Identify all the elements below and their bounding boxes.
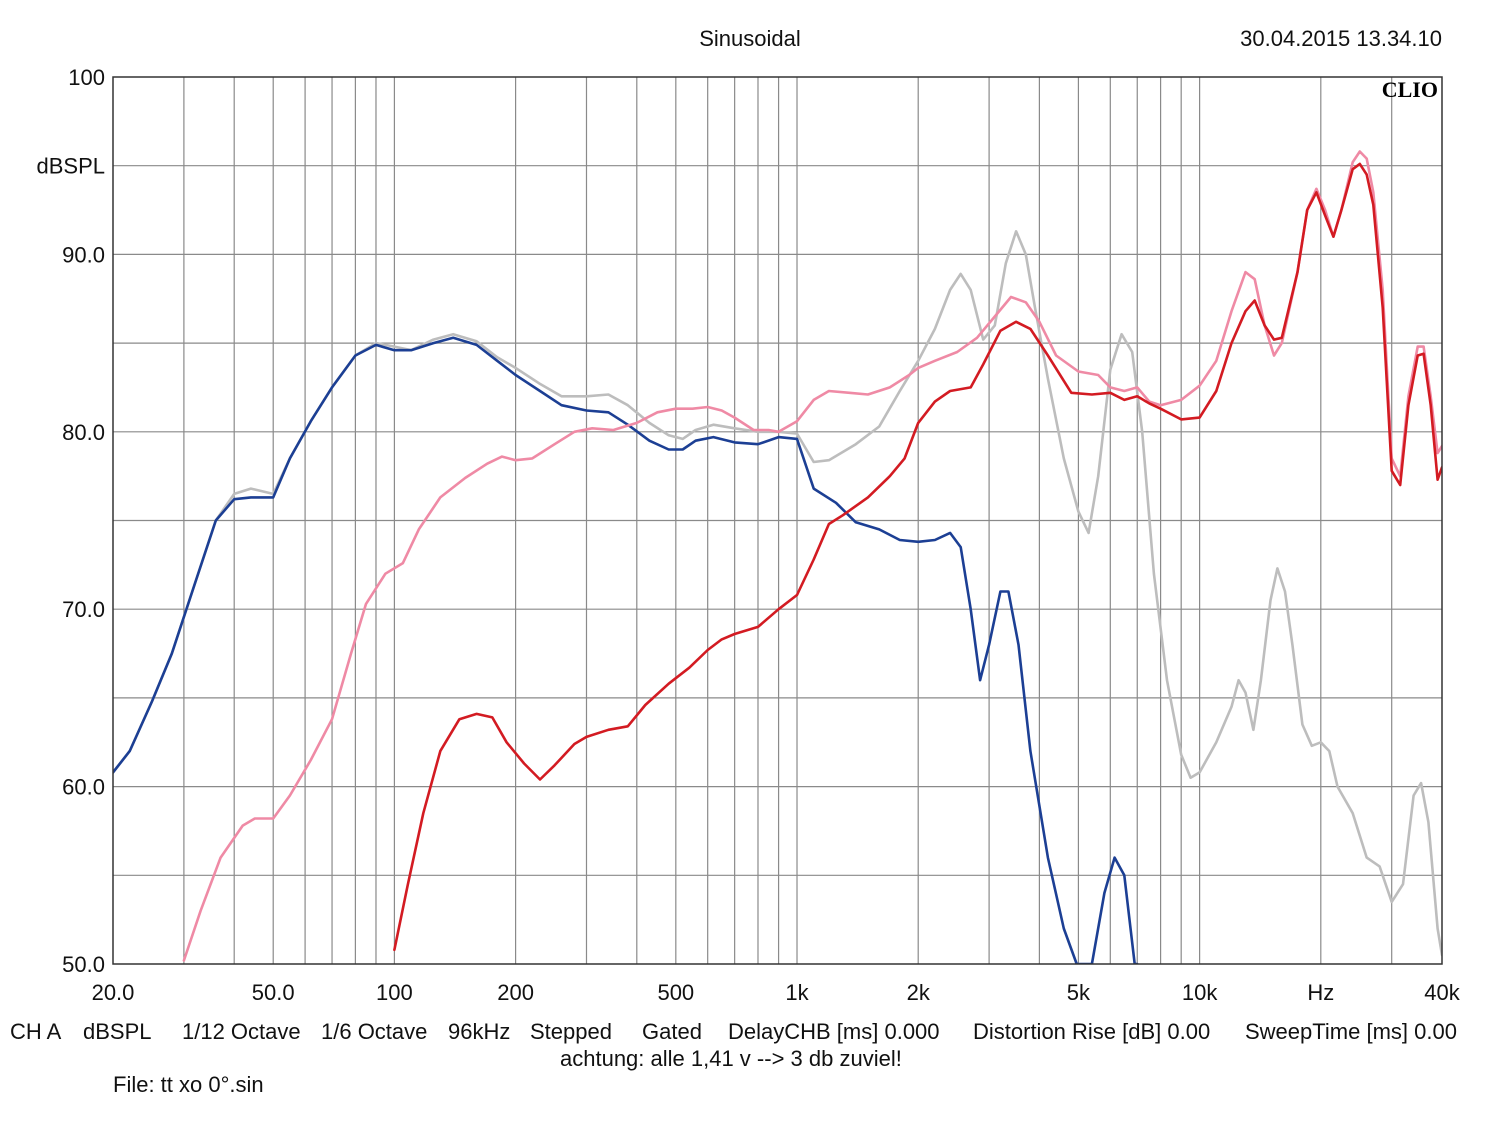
y-axis-labels: 100 dBSPL 90.0 80.0 70.0 60.0 50.0 (37, 65, 106, 977)
y-tick-label: 80.0 (62, 420, 105, 445)
footer-setting-item: 1/6 Octave (321, 1019, 428, 1044)
footer-setting-item: dBSPL (83, 1019, 152, 1044)
series-line (113, 336, 1139, 964)
x-tick-label: 40k (1424, 980, 1460, 1005)
y-tick-label: 100 (68, 65, 105, 90)
footer-note: achtung: alle 1,41 v --> 3 db zuviel! (560, 1046, 902, 1071)
plot-border (112, 76, 1443, 965)
file-name: File: tt xo 0°.sin (113, 1072, 264, 1097)
footer-setting-item: SweepTime [ms] 0.00 (1245, 1019, 1457, 1044)
y-tick-label: 50.0 (62, 952, 105, 977)
footer-setting-item: DelayCHB [ms] 0.000 (728, 1019, 940, 1044)
x-tick-label: 20.0 (92, 980, 135, 1005)
series-line (393, 162, 1442, 952)
footer-setting-item: CH A (10, 1019, 62, 1044)
x-tick-label: 2k (907, 980, 931, 1005)
x-tick-label: 5k (1067, 980, 1091, 1005)
y-tick-label: 70.0 (62, 597, 105, 622)
footer-setting-item: 1/12 Octave (182, 1019, 301, 1044)
footer-setting-item: Stepped (530, 1019, 612, 1044)
x-tick-label: 200 (497, 980, 534, 1005)
x-tick-label: 10k (1182, 980, 1218, 1005)
x-tick-label: Hz (1307, 980, 1334, 1005)
clio-logo: CLIO (1382, 77, 1438, 102)
chart-title: Sinusoidal (699, 26, 801, 51)
x-tick-label: 100 (376, 980, 413, 1005)
y-tick-label: 90.0 (62, 242, 105, 267)
x-axis-labels: 20.0 50.0 100 200 500 1k 2k 5k 10k Hz 40k (92, 980, 1461, 1005)
y-tick-label: dBSPL (37, 154, 106, 179)
y-tick-label: 60.0 (62, 775, 105, 800)
footer-setting-item: 96kHz (448, 1019, 511, 1044)
footer-setting-item: Gated (642, 1019, 702, 1044)
x-tick-label: 500 (657, 980, 694, 1005)
x-tick-label: 1k (785, 980, 809, 1005)
timestamp: 30.04.2015 13.34.10 (1240, 26, 1442, 51)
curves (113, 150, 1442, 964)
x-tick-label: 50.0 (252, 980, 295, 1005)
footer-setting-item: Distortion Rise [dB] 0.00 (973, 1019, 1211, 1044)
